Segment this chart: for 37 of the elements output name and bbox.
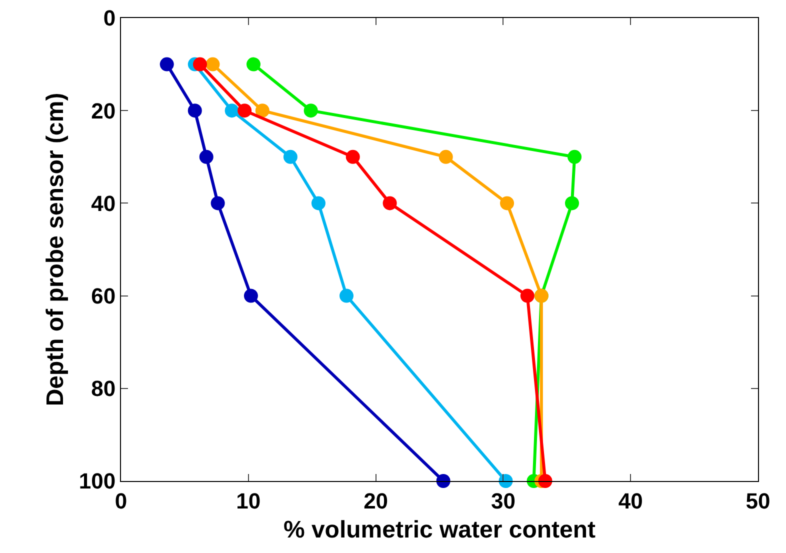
x-axis-title: % volumetric water content bbox=[283, 516, 596, 544]
point bbox=[210, 196, 225, 210]
y-axis-title: Depth of probe sensor (cm) bbox=[42, 92, 69, 406]
point bbox=[160, 57, 174, 72]
point bbox=[382, 196, 397, 210]
x-tick-label: 30 bbox=[490, 488, 516, 514]
point bbox=[188, 104, 202, 118]
point bbox=[283, 150, 298, 164]
point bbox=[255, 104, 270, 118]
point bbox=[206, 57, 220, 72]
point bbox=[500, 196, 514, 210]
point bbox=[192, 57, 207, 72]
x-tick-label: 50 bbox=[746, 488, 770, 514]
y-tick-label: 80 bbox=[91, 376, 116, 402]
point bbox=[565, 196, 579, 210]
x-tick-label: 20 bbox=[364, 488, 388, 514]
point bbox=[538, 474, 552, 488]
y-tick-label: 40 bbox=[91, 190, 116, 216]
x-tick-label: 40 bbox=[618, 488, 643, 514]
point bbox=[304, 104, 318, 118]
y-tick-label: 100 bbox=[78, 468, 116, 494]
point bbox=[438, 150, 453, 164]
point bbox=[346, 150, 360, 164]
point bbox=[244, 288, 258, 303]
point bbox=[246, 57, 260, 72]
point bbox=[311, 196, 326, 210]
y-tick-label: 0 bbox=[103, 6, 116, 31]
x-tick-label: 10 bbox=[236, 488, 261, 514]
point bbox=[199, 150, 214, 164]
point bbox=[568, 150, 582, 164]
y-tick-label: 20 bbox=[91, 98, 116, 124]
point bbox=[238, 104, 252, 118]
point bbox=[436, 474, 450, 488]
point bbox=[340, 288, 354, 303]
point bbox=[520, 288, 534, 303]
y-tick-label: 60 bbox=[91, 284, 116, 308]
point bbox=[224, 104, 239, 118]
